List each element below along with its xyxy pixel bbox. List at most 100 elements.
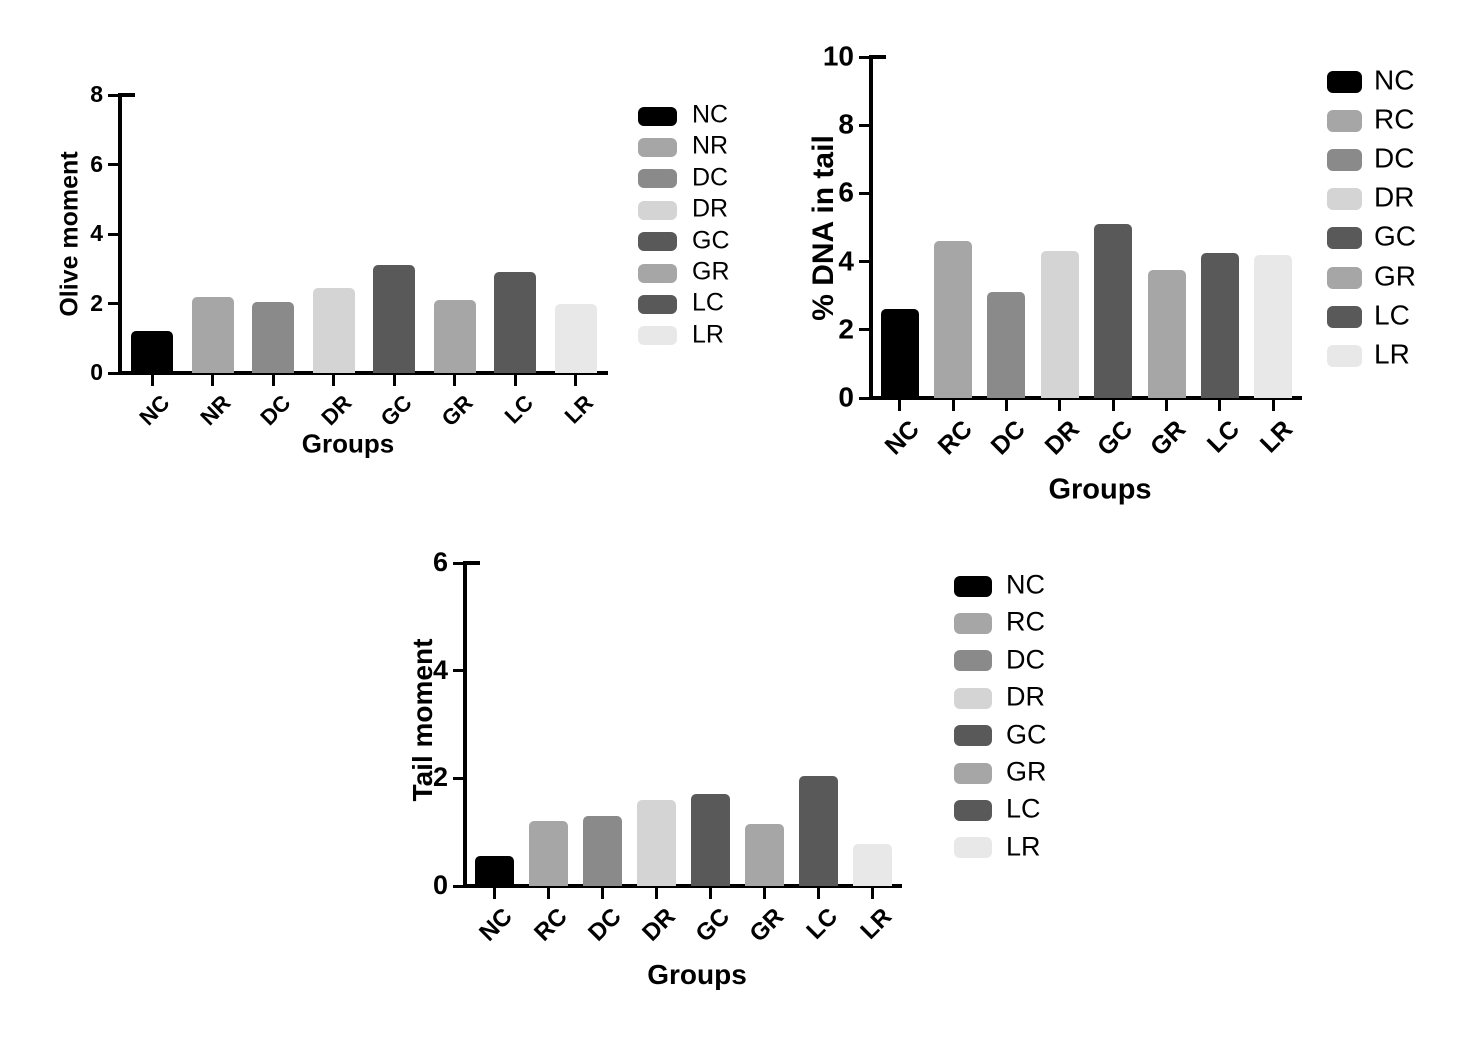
y-tick-label: 8 <box>90 80 103 107</box>
legend-swatch <box>954 837 992 859</box>
x-tick-mark <box>898 400 902 411</box>
legend-swatch <box>638 137 677 157</box>
legend-label: DC <box>692 163 729 192</box>
legend-label: GC <box>1374 221 1416 253</box>
y-axis-line <box>118 93 122 375</box>
legend-swatch <box>954 612 992 634</box>
bar <box>373 265 416 373</box>
legend-label: RC <box>1374 103 1415 135</box>
x-tick-mark <box>817 888 821 899</box>
y-tick-label: 2 <box>90 289 103 316</box>
legend-label: DC <box>1374 142 1415 174</box>
y-tick-mark <box>108 163 118 166</box>
legend-swatch <box>638 263 677 283</box>
y-tick-label: 0 <box>432 869 448 900</box>
legend-swatch <box>1327 71 1362 93</box>
x-tick-mark <box>392 375 396 386</box>
bar <box>554 303 597 373</box>
y-tick-label: 2 <box>432 762 448 793</box>
y-tick-label: 2 <box>838 313 854 345</box>
y-tick-mark <box>108 232 118 236</box>
x-tick-mark <box>546 888 550 899</box>
legend-label: LC <box>1374 299 1410 331</box>
bar <box>131 331 174 373</box>
legend-label: GR <box>1374 260 1416 292</box>
legend-swatch <box>1327 188 1362 211</box>
bar <box>582 816 622 886</box>
legend-label: LC <box>692 288 724 317</box>
legend-label: LR <box>1374 338 1410 370</box>
legend-label: DR <box>1374 182 1415 214</box>
y-axis-top-cap <box>118 93 135 97</box>
x-tick-mark <box>332 375 336 386</box>
legend-label: GC <box>1006 718 1047 749</box>
x-tick-mark <box>871 888 875 899</box>
legend-label: RC <box>1006 606 1045 637</box>
legend-swatch <box>954 762 992 784</box>
x-category-label: NC <box>474 903 519 947</box>
legend-label: GR <box>1006 756 1047 787</box>
legend-swatch <box>954 799 992 821</box>
y-tick-mark <box>859 396 869 400</box>
y-axis-top-cap <box>463 561 480 565</box>
legend-swatch <box>954 687 992 709</box>
x-tick-mark <box>150 375 154 386</box>
y-tick-label: 4 <box>432 654 448 685</box>
legend-label: GC <box>692 225 730 254</box>
y-tick-label: 6 <box>432 546 448 577</box>
x-category-label: LC <box>801 903 843 945</box>
y-tick-mark <box>453 884 463 888</box>
x-tick-mark <box>654 888 658 899</box>
bar <box>312 287 355 373</box>
x-category-label: RC <box>528 903 573 947</box>
bar <box>433 300 476 373</box>
x-tick-mark <box>1111 400 1115 411</box>
legend-swatch <box>1327 149 1362 172</box>
y-tick-label: 6 <box>838 176 854 208</box>
x-tick-mark <box>453 375 457 386</box>
y-tick-label: 0 <box>90 358 103 385</box>
legend-swatch <box>954 575 992 597</box>
legend-swatch <box>638 232 677 252</box>
bar <box>691 794 731 886</box>
bar <box>474 856 514 886</box>
bar <box>745 824 785 886</box>
x-axis-line <box>118 371 608 375</box>
bar <box>853 844 893 886</box>
legend-label: LR <box>692 320 724 349</box>
x-tick-mark <box>492 888 496 899</box>
legend-label: NC <box>1374 64 1415 96</box>
legend-label: DR <box>1006 681 1045 712</box>
x-tick-mark <box>1165 400 1169 411</box>
y-axis-top-cap <box>869 55 886 59</box>
legend-label: NC <box>1006 569 1045 600</box>
y-tick-mark <box>859 191 869 195</box>
y-tick-label: 8 <box>838 108 854 140</box>
y-tick-mark <box>108 302 118 305</box>
legend-swatch <box>638 294 677 314</box>
legend-swatch <box>638 326 677 346</box>
legend-label: LR <box>1006 831 1041 862</box>
legend-label: DC <box>1006 644 1045 675</box>
y-tick-mark <box>108 93 118 97</box>
bar <box>1200 253 1239 398</box>
x-tick-mark <box>513 375 517 386</box>
x-category-label: GC <box>690 903 735 948</box>
y-tick-label: 4 <box>90 219 103 246</box>
x-tick-mark <box>951 400 955 411</box>
x-tick-mark <box>1271 400 1275 411</box>
legend-swatch <box>954 650 992 672</box>
y-tick-mark <box>859 55 869 59</box>
x-tick-mark <box>1058 400 1062 411</box>
bar <box>191 296 234 373</box>
x-tick-mark <box>1218 400 1222 411</box>
legend-swatch <box>1327 305 1362 328</box>
x-tick-mark <box>1004 400 1008 411</box>
x-category-label: DC <box>582 903 627 947</box>
x-axis-line <box>869 396 1302 400</box>
bar <box>1254 254 1293 398</box>
x-axis-title: Groups <box>301 428 395 459</box>
legend-label: NR <box>692 131 729 160</box>
